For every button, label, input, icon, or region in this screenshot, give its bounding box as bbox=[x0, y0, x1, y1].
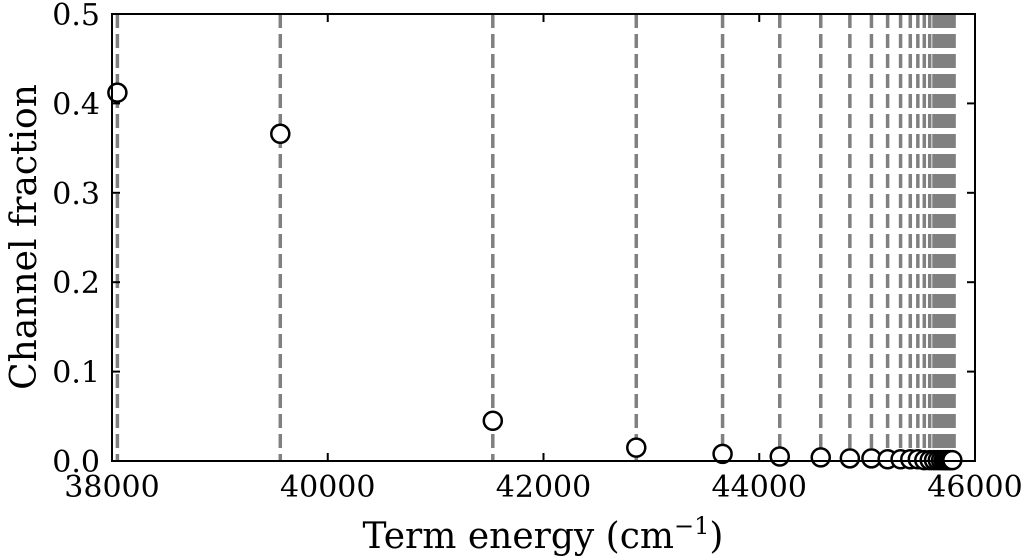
x-tick-label: 38000 bbox=[64, 470, 159, 505]
y-tick-label: 0.3 bbox=[52, 177, 100, 212]
y-tick-label: 0.0 bbox=[52, 445, 100, 480]
x-tick-label: 46000 bbox=[927, 470, 1022, 505]
data-point bbox=[810, 447, 831, 468]
y-axis-label: Channel fraction bbox=[4, 84, 45, 390]
y-tick-label: 0.1 bbox=[52, 356, 100, 391]
data-points bbox=[107, 82, 963, 471]
x-tick-label: 42000 bbox=[496, 470, 591, 505]
x-axis-label-suffix: ) bbox=[709, 516, 723, 557]
data-point bbox=[482, 410, 504, 432]
x-axis-label: Term energy (cm−1) bbox=[363, 512, 724, 557]
x-axis-label-main: Term energy (cm bbox=[363, 516, 674, 557]
data-point bbox=[270, 123, 291, 145]
x-tick-label: 40000 bbox=[280, 470, 375, 505]
x-tick-label: 44000 bbox=[712, 470, 807, 505]
data-point bbox=[626, 437, 647, 458]
data-point bbox=[712, 443, 733, 465]
vertical-reference-lines bbox=[115, 14, 956, 461]
x-axis-ticks: 38000 40000 42000 44000 46000 bbox=[64, 14, 1023, 505]
y-tick-label: 0.5 bbox=[52, 0, 100, 33]
y-axis-ticks: 0.0 0.1 0.2 0.3 0.4 0.5 bbox=[52, 0, 975, 480]
data-point bbox=[839, 448, 861, 469]
data-point bbox=[769, 446, 790, 467]
plot-frame bbox=[111, 13, 976, 462]
y-tick-label: 0.4 bbox=[52, 87, 100, 122]
y-tick-label: 0.2 bbox=[52, 266, 100, 301]
x-axis-label-superscript: −1 bbox=[674, 512, 709, 540]
